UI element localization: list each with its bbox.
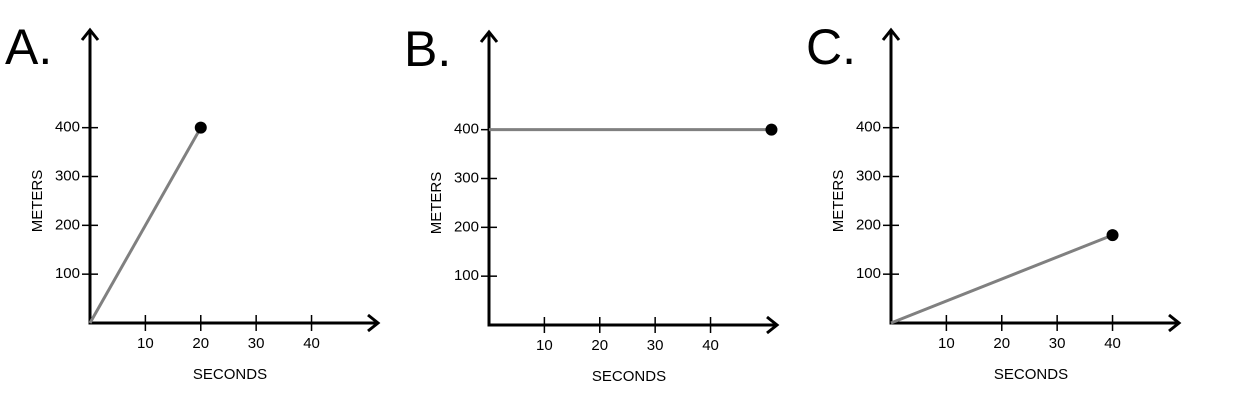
x-tick-label: 40 (702, 337, 719, 354)
x-axis-label: SECONDS (193, 366, 267, 383)
y-axis-label: METERS (830, 170, 847, 233)
y-tick-label: 300 (55, 167, 80, 184)
x-tick-label: 30 (647, 337, 664, 354)
y-tick-label: 400 (454, 121, 479, 138)
x-axis-label: SECONDS (994, 366, 1068, 383)
x-tick-label: 10 (938, 335, 955, 352)
y-tick-label: 100 (55, 265, 80, 282)
y-tick-label: 100 (454, 267, 479, 284)
panel-label: B. (404, 21, 451, 77)
y-axis-label: METERS (29, 170, 46, 233)
y-tick-label: 200 (454, 218, 479, 235)
y-arrow (881, 27, 901, 41)
x-tick-label: 20 (591, 337, 608, 354)
y-tick-label: 200 (55, 216, 80, 233)
y-tick-label: 200 (856, 216, 881, 233)
end-point (1106, 229, 1119, 242)
x-arrow (766, 315, 780, 335)
y-tick-label: 400 (856, 119, 881, 136)
panel-label: A. (5, 19, 52, 75)
x-tick-label: 30 (248, 335, 265, 352)
line (890, 233, 1114, 325)
y-tick-label: 400 (55, 119, 80, 136)
chart-panel: B. 100 200 300 400 10 20 30 40 SECONDS METERS (404, 21, 780, 385)
x-tick-label: 20 (192, 335, 209, 352)
x-axis-label: SECONDS (592, 368, 666, 385)
y-arrow (479, 29, 499, 43)
y-arrow (80, 27, 100, 41)
axes (487, 32, 777, 327)
axes (889, 30, 1179, 325)
x-tick-label: 20 (993, 335, 1010, 352)
panel-label: C. (806, 19, 856, 75)
x-tick-label: 40 (1104, 335, 1121, 352)
x-arrow (1168, 313, 1182, 333)
y-tick-label: 300 (856, 167, 881, 184)
x-arrow (367, 313, 381, 333)
chart-panel: A. 100 200 300 400 10 20 30 40 SECONDS METERS (5, 19, 381, 383)
x-tick-label: 40 (303, 335, 320, 352)
y-tick-label: 100 (856, 265, 881, 282)
end-point (765, 123, 778, 136)
chart-panel: C. 100 200 300 400 10 20 30 40 SECONDS METERS (806, 19, 1182, 383)
y-tick-label: 300 (454, 169, 479, 186)
y-axis-label: METERS (428, 172, 445, 235)
end-point (194, 121, 207, 134)
line (88, 126, 203, 324)
x-tick-label: 30 (1049, 335, 1066, 352)
x-tick-label: 10 (536, 337, 553, 354)
axes (88, 30, 378, 325)
x-tick-label: 10 (137, 335, 154, 352)
